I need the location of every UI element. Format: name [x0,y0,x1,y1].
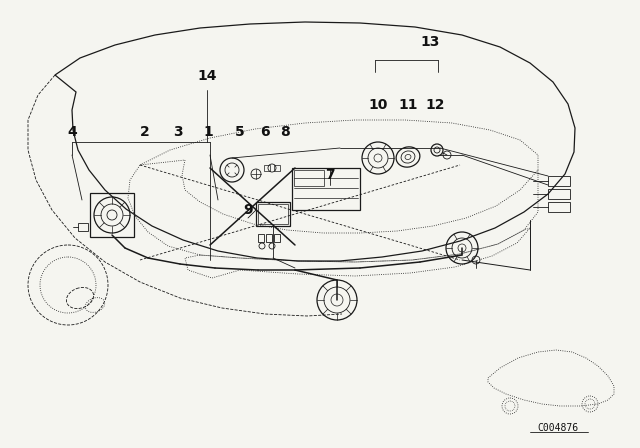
Bar [256,202,290,226]
Bar [258,204,288,224]
Bar [548,176,570,186]
Bar [266,234,272,242]
Bar [274,165,280,171]
Text: 12: 12 [425,98,445,112]
Text: 1: 1 [203,125,213,139]
Text: 2: 2 [140,125,150,139]
Bar [292,168,360,210]
Text: 8: 8 [280,125,290,139]
Bar [258,234,264,242]
Text: 6: 6 [260,125,270,139]
Text: 4: 4 [67,125,77,139]
Text: 5: 5 [235,125,245,139]
Text: 14: 14 [197,69,217,83]
Text: 11: 11 [398,98,418,112]
Bar [78,223,88,231]
Text: C004876: C004876 [538,423,579,433]
Bar [548,202,570,212]
Bar [90,193,134,237]
Text: 7: 7 [325,168,335,182]
Text: 13: 13 [420,35,440,49]
Bar [294,170,324,186]
Text: 9: 9 [243,203,253,217]
Text: 10: 10 [368,98,388,112]
Text: 3: 3 [173,125,183,139]
Bar [274,234,280,242]
Bar [548,189,570,199]
Bar [264,165,270,171]
